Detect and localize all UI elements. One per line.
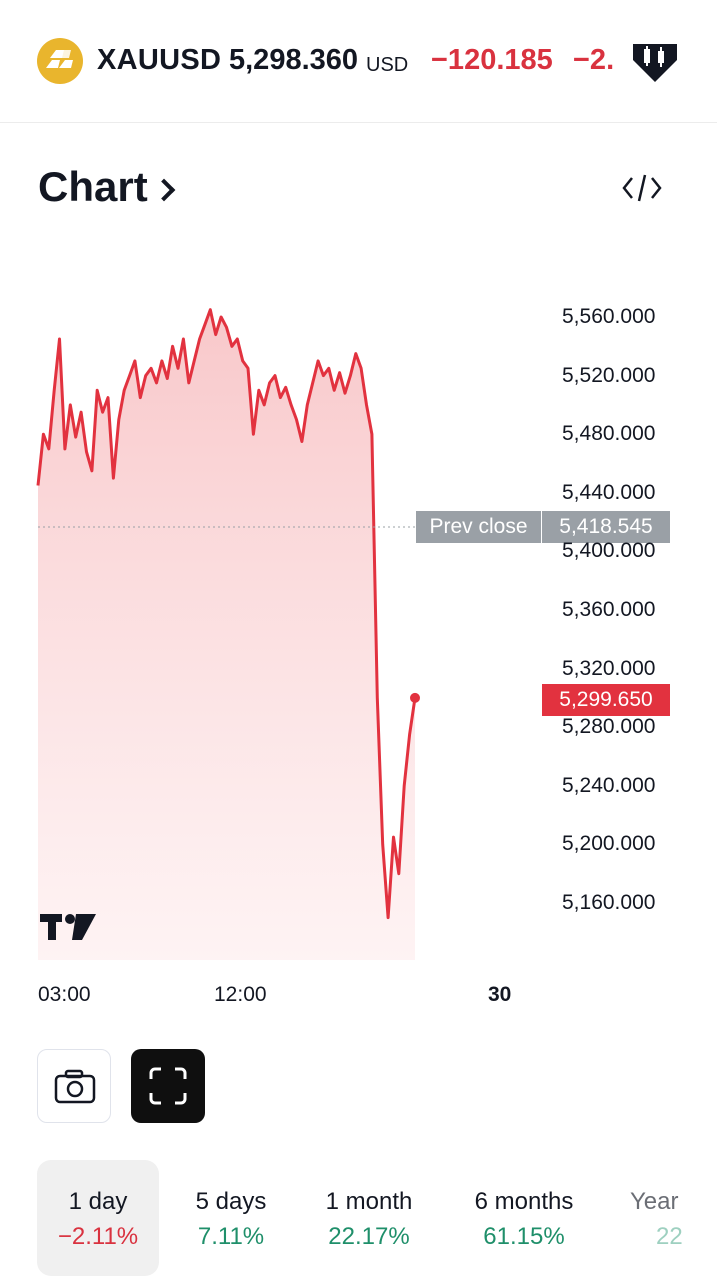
- prev-close-value: 5,418.545: [542, 511, 670, 543]
- price-change-percent: −2.: [573, 44, 615, 76]
- symbol-header: XAUUSD 5,298.360 USD −120.185 −2.: [0, 0, 717, 123]
- tab-change: −2.11%: [57, 1223, 139, 1250]
- price-change: −120.185: [431, 44, 553, 76]
- fullscreen-button[interactable]: [131, 1049, 205, 1123]
- x-tick-label: 03:00: [38, 983, 91, 1006]
- tradingview-watermark: [38, 910, 98, 949]
- tab-change: 61.15%: [483, 1223, 565, 1250]
- y-tick-label: 5,360.000: [562, 598, 656, 621]
- code-embed-icon[interactable]: [620, 170, 664, 206]
- tab-6-months[interactable]: 6 months 61.15%: [452, 1160, 596, 1276]
- tab-1-day[interactable]: 1 day −2.11%: [37, 1160, 159, 1276]
- last-price: 5,298.360: [229, 44, 359, 76]
- camera-icon: [54, 1069, 96, 1104]
- chart-section-link[interactable]: Chart: [38, 163, 176, 211]
- section-title: Chart: [38, 163, 148, 210]
- price-line: [36, 308, 417, 920]
- tab-change: 7.11%: [197, 1223, 265, 1250]
- y-tick-label: 5,320.000: [562, 656, 656, 680]
- tab-year[interactable]: Year 22: [626, 1160, 717, 1276]
- x-tick-label: 12:00: [214, 983, 267, 1006]
- y-tick-label: 5,240.000: [562, 773, 656, 797]
- tab-change: 22.17%: [328, 1223, 410, 1250]
- y-tick-label: 5,160.000: [562, 891, 656, 914]
- range-tabs: 1 day −2.11% 5 days 7.11% 1 month 22.17%…: [0, 1160, 717, 1280]
- currency-label: USD: [366, 54, 409, 76]
- tab-label: 5 days: [195, 1188, 267, 1215]
- tab-label: Year: [630, 1188, 679, 1215]
- last-price-dot: [410, 692, 420, 703]
- tab-change: 22: [656, 1223, 683, 1250]
- y-tick-label: 5,480.000: [562, 422, 656, 446]
- tab-1-month[interactable]: 1 month 22.17%: [304, 1160, 434, 1276]
- snapshot-button[interactable]: [37, 1049, 111, 1123]
- y-tick-label: 5,520.000: [562, 363, 656, 387]
- y-tick-label: 5,400.000: [562, 539, 656, 563]
- tab-label: 1 day: [68, 1188, 128, 1215]
- y-tick-label: 5,560.000: [562, 305, 656, 328]
- y-tick-label: 5,440.000: [562, 480, 656, 504]
- symbol-name[interactable]: XAUUSD: [97, 44, 222, 76]
- tab-label: 6 months: [474, 1188, 574, 1215]
- price-area-fill: [38, 309, 415, 960]
- last-price-marker: 5,299.650: [542, 684, 670, 716]
- gold-bars-icon: [37, 38, 83, 84]
- prev-close-label: Prev close: [416, 511, 541, 543]
- x-tick-label: 30: [488, 983, 512, 1006]
- y-tick-label: 5,200.000: [562, 832, 656, 856]
- y-tick-label: 5,280.000: [562, 715, 656, 739]
- tab-label: 1 month: [325, 1188, 413, 1215]
- tab-5-days[interactable]: 5 days 7.11%: [174, 1160, 288, 1276]
- fullscreen-icon: [149, 1067, 187, 1105]
- tradingview-candles-icon[interactable]: [627, 36, 683, 88]
